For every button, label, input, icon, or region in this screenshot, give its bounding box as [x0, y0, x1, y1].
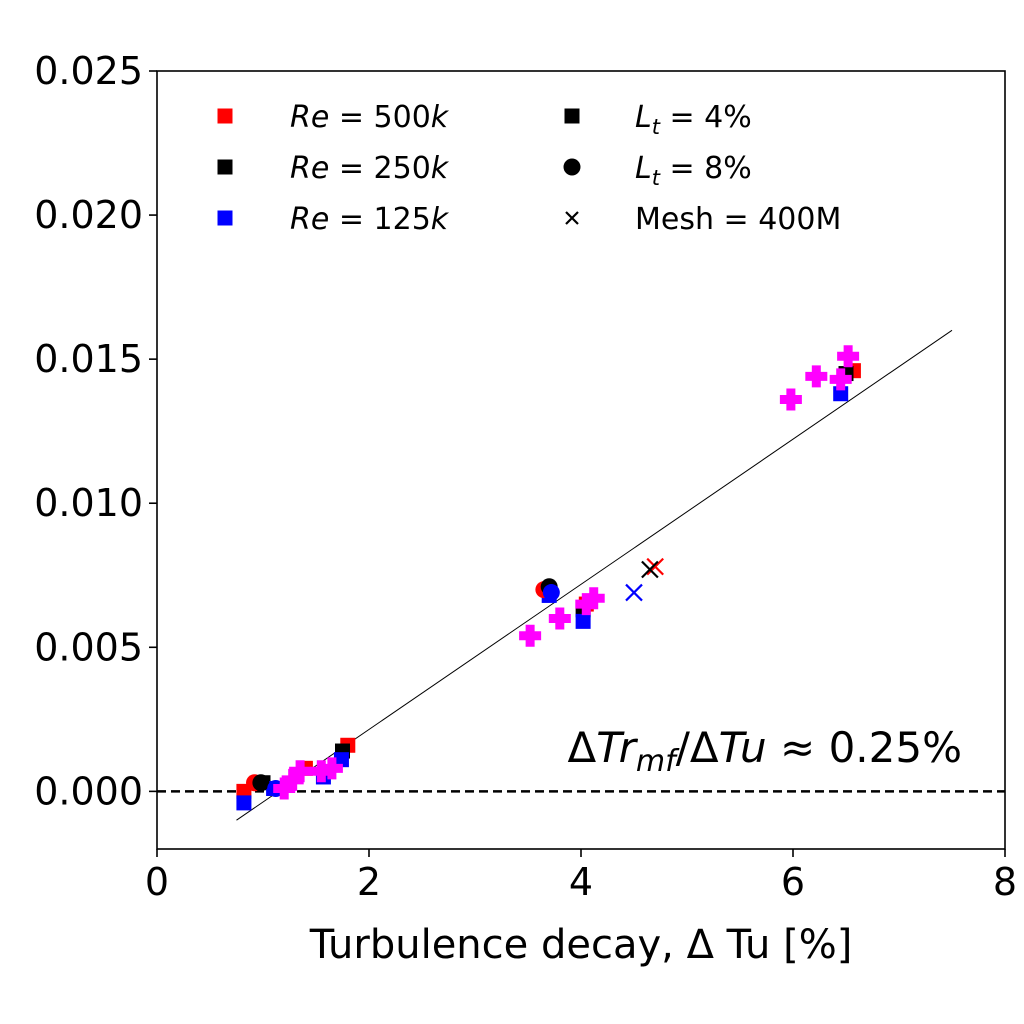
data-point-s9-p9	[779, 388, 802, 411]
data-point-s2-p5	[575, 613, 591, 629]
y-tick-label-2: 0.010	[34, 481, 143, 525]
legend-label-2: Re = 125k	[290, 202, 450, 237]
legend: Re = 500k Re = 250k Re = 125k Lt = 4% Lt = 8…	[217, 100, 841, 237]
data-point-s9-p6	[548, 607, 571, 630]
data-point-s2-p0	[236, 795, 252, 811]
y-tick-label-0: 0.000	[34, 769, 143, 813]
data-point-s9-p2	[289, 760, 312, 783]
legend-label-0: Re = 500k	[290, 100, 450, 135]
legend-label-5: Mesh = 400M	[635, 202, 841, 237]
data-points-layer	[236, 345, 861, 811]
data-point-s5-p1	[542, 584, 560, 602]
data-point-s9-p12	[837, 345, 860, 368]
data-point-s9-p4	[320, 757, 343, 780]
data-point-s8-p0	[625, 583, 643, 602]
y-tick-label-3: 0.015	[34, 337, 143, 381]
axis-ticks-layer: 0 2 4 6 8 0.000 0.005 0.010 0.015 0.020 0.025	[34, 49, 1017, 904]
data-point-s7-p0	[641, 560, 659, 579]
legend-marker-5	[565, 211, 579, 225]
data-point-s9-p11	[829, 368, 852, 391]
x-tick-label-4: 8	[993, 860, 1017, 904]
data-point-s4-p0	[252, 774, 270, 792]
legend-marker-3	[564, 108, 580, 124]
x-tick-label-0: 0	[145, 860, 169, 904]
fit-line-layer	[236, 329, 953, 821]
x-tick-label-2: 4	[569, 860, 593, 904]
legend-marker-4	[563, 158, 581, 176]
data-point-s2-p3	[333, 752, 349, 768]
y-tick-label-5: 0.025	[34, 49, 143, 93]
data-point-s6-p0	[646, 557, 664, 576]
data-point-s9-p10	[805, 365, 828, 388]
x-axis-title: Turbulence decay, Δ Tu [%]	[309, 922, 853, 968]
legend-marker-1	[217, 159, 233, 175]
legend-marker-0	[217, 108, 233, 124]
legend-label-3: Lt = 4%	[635, 100, 752, 139]
slope-annotation: ΔTrmf/ΔTu ≈ 0.25%	[568, 723, 962, 779]
y-tick-label-4: 0.020	[34, 193, 143, 237]
fit-line	[236, 329, 953, 821]
x-tick-label-1: 2	[357, 860, 381, 904]
legend-label-1: Re = 250k	[290, 151, 450, 186]
y-tick-label-1: 0.005	[34, 625, 143, 669]
legend-label-4: Lt = 8%	[635, 151, 752, 190]
data-point-s9-p5	[519, 624, 542, 647]
legend-marker-2	[217, 210, 233, 226]
x-tick-label-3: 6	[781, 860, 805, 904]
data-point-s9-p8	[582, 587, 605, 610]
